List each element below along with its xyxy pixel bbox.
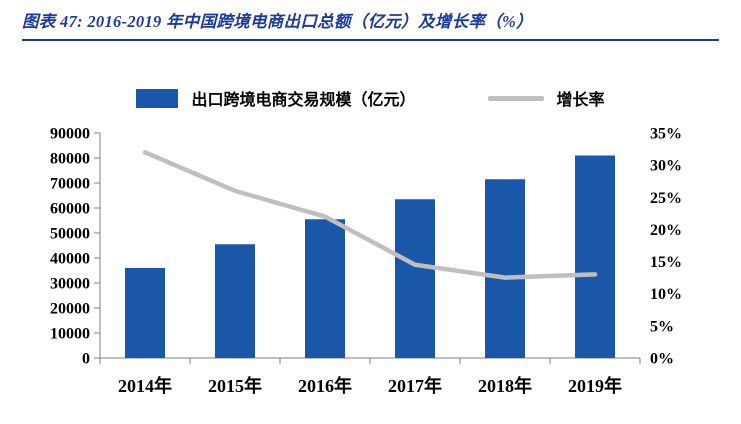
left-axis-label: 70000 (50, 176, 90, 193)
right-axis-label: 15% (650, 254, 682, 271)
bar-2018年 (485, 179, 525, 358)
right-axis-label: 5% (650, 318, 674, 335)
right-axis-label: 35% (650, 126, 682, 143)
legend-item-line: 增长率 (487, 86, 605, 110)
figure-title: 图表 47: 2016-2019 年中国跨境电商出口总额（亿元）及增长率（%） (22, 12, 533, 31)
left-axis-label: 0 (82, 351, 90, 368)
left-axis-label: 10000 (50, 326, 90, 343)
line-series-label: 增长率 (556, 92, 605, 109)
legend-item-bar: 出口跨境电商交易规模（亿元） (136, 86, 416, 110)
bar-2014年 (125, 268, 165, 358)
chart-legend: 出口跨境电商交易规模（亿元） 增长率 (0, 86, 741, 110)
left-axis-label: 30000 (50, 276, 90, 293)
bar-2019年 (575, 155, 615, 358)
x-axis-label: 2019年 (568, 375, 622, 396)
x-axis-label: 2016年 (298, 375, 352, 396)
left-axis-label: 90000 (50, 126, 90, 143)
right-axis-label: 30% (650, 158, 682, 175)
left-axis-label: 40000 (50, 251, 90, 268)
x-axis-label: 2014年 (118, 375, 172, 396)
left-axis-label: 60000 (50, 201, 90, 218)
left-axis-label: 50000 (50, 226, 90, 243)
bar-2015年 (215, 244, 255, 358)
x-axis-label: 2018年 (478, 375, 532, 396)
chart-area: 0 10000 20000 30000 40000 50000 60000 70000 8000… (0, 118, 741, 423)
x-axis-label: 2015年 (208, 375, 262, 396)
bar-series-label: 出口跨境电商交易规模（亿元） (191, 92, 416, 109)
bar-series-swatch (136, 88, 179, 108)
right-axis-label: 20% (650, 222, 682, 239)
line-series-swatch (487, 95, 544, 101)
chart-canvas: 0 10000 20000 30000 40000 50000 60000 70000 8000… (50, 126, 682, 397)
right-axis-label: 10% (650, 286, 682, 303)
bar-2017年 (395, 199, 435, 358)
figure-header: 图表 47: 2016-2019 年中国跨境电商出口总额（亿元）及增长率（%） (22, 8, 719, 41)
right-axis-label: 25% (650, 190, 682, 207)
left-axis-label: 80000 (50, 151, 90, 168)
growth-rate-line (142, 150, 598, 280)
left-axis-label: 20000 (50, 301, 90, 318)
bar-2016年 (305, 219, 345, 358)
right-axis-label: 0% (650, 351, 674, 368)
x-axis-label: 2017年 (388, 375, 442, 396)
